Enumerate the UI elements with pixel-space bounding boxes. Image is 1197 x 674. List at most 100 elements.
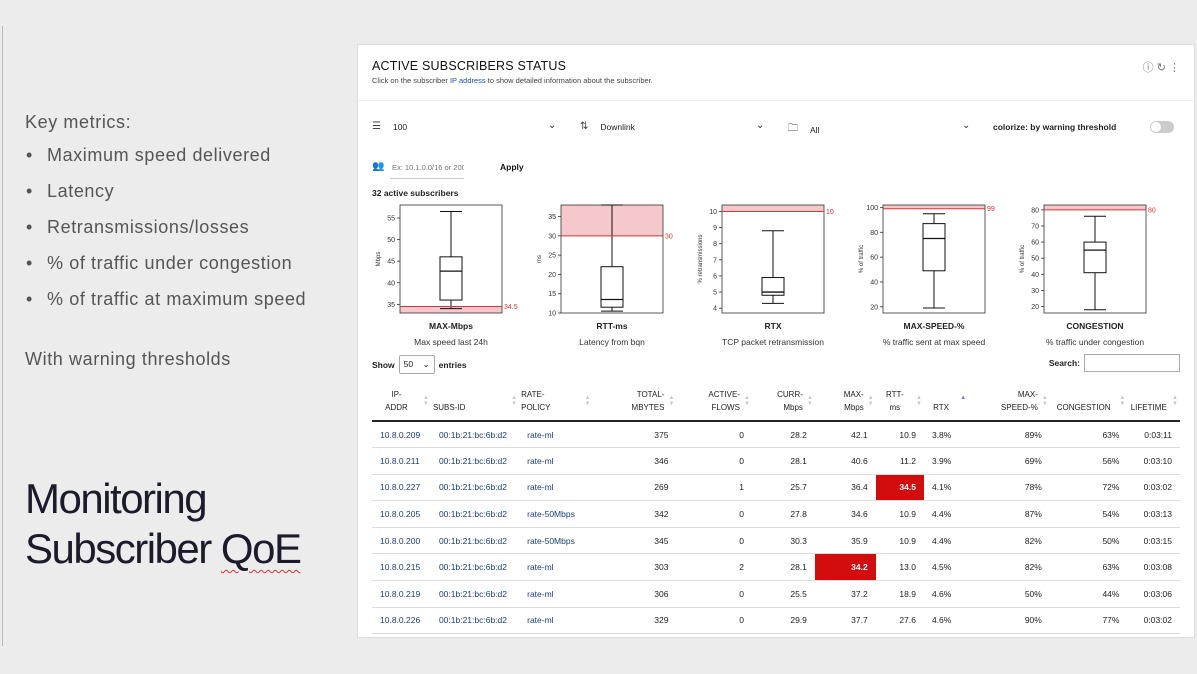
sort-arrows-icon: ⇅ [580, 121, 589, 132]
y-tick-label: 50 [387, 237, 395, 244]
limit-value: 100 [392, 121, 408, 132]
iqr-box [922, 223, 946, 272]
column-header[interactable]: CURR- Mbps ▲ ▼ [751, 381, 815, 422]
rate-policy-link[interactable]: rate-50Mbps [519, 500, 593, 528]
table-cell: 89% [968, 421, 1050, 449]
column-header[interactable]: TOTAL- MBYTES ▲ ▼ [592, 381, 677, 422]
subs-id-link[interactable]: 00:1b:21:bc:6b:d2 [430, 527, 520, 555]
table-row: 10.8.0.205 00:1b:21:bc:6b:d2 rate-50Mbps 34… [372, 500, 1180, 528]
rate-policy-link[interactable]: rate-ml [519, 580, 593, 608]
column-header-line1: MAX- [1017, 389, 1038, 399]
sort-icon: ▲ ▼ [668, 394, 675, 407]
subs-id-link[interactable]: 00:1b:21:bc:6b:d2 [430, 580, 520, 608]
show-entries: Show 50 ⌄ entries [372, 355, 467, 374]
more-vert-icon[interactable]: ⋮ [1169, 62, 1180, 74]
toolbar: ☰ 100 ⌄ ⇅ Downlink ⌄ 🗀 All ⌄ colorize: b… [358, 101, 1194, 149]
chevron-down-icon[interactable]: ⌄ [756, 120, 765, 131]
y-axis-label: % of traffic [859, 245, 865, 273]
column-header[interactable]: ACTIVE- FLOWS ▲ ▼ [676, 381, 752, 422]
table-cell: 34.2 [814, 553, 876, 582]
column-header[interactable]: LIFETIME ▲ ▼ [1127, 381, 1180, 422]
panel-subtitle: Click on the subscriber IP address to sh… [372, 76, 1194, 85]
rate-policy-link[interactable]: rate-50Mbps [519, 527, 593, 555]
y-tick-label: 80 [1031, 207, 1039, 214]
people-icon: 👥 [372, 161, 385, 172]
ip-address-link[interactable]: 10.8.0.215 [372, 553, 431, 582]
apply-button[interactable]: Apply [500, 162, 524, 172]
sort-icon: ▲ ▼ [422, 394, 429, 407]
chevron-down-icon[interactable]: ⌄ [548, 120, 557, 131]
table-cell: 34.5 [875, 474, 924, 502]
help-icon[interactable]: ⓘ [1142, 62, 1154, 74]
table-header-row: IP- ADDR ▲ ▼ SUBS-ID ▲ ▼ RATE- POLICY ▲ ▼ TOTAL- MBY… [372, 381, 1180, 422]
threshold-label: 99 [987, 206, 995, 213]
y-tick-label: 45 [387, 259, 395, 266]
ip-address-link[interactable]: 10.8.0.226 [372, 607, 431, 635]
subs-id-link[interactable]: 00:1b:21:bc:6b:d2 [430, 553, 520, 582]
metric-bullet: Retransmissions/losses [25, 215, 345, 251]
rate-policy-link[interactable]: rate-ml [519, 553, 593, 582]
table-cell: 4.1% [923, 474, 969, 502]
y-tick-label: 7 [713, 257, 717, 264]
subs-id-link[interactable]: 00:1b:21:bc:6b:d2 [430, 447, 520, 475]
column-header-line1: TOTAL- [636, 389, 665, 399]
subs-id-link[interactable]: 00:1b:21:bc:6b:d2 [430, 421, 520, 449]
column-header[interactable]: RATE- POLICY ▲ ▼ [519, 381, 593, 422]
table-cell: 329 [592, 607, 677, 635]
subs-id-link[interactable]: 00:1b:21:bc:6b:d2 [430, 474, 520, 502]
subtitle-link[interactable]: IP address [449, 76, 486, 85]
column-header[interactable]: IP- ADDR ▲ ▼ [372, 381, 431, 422]
iqr-box [1083, 241, 1107, 274]
rate-policy-link[interactable]: rate-ml [519, 607, 593, 635]
slide-title: Monitoring Subscriber QoE [25, 474, 302, 574]
box-charts: 35 40 45 50 55 Mbps 34.5 MAX-Mbps Max speed last… [358, 197, 1194, 357]
ip-address-link[interactable]: 10.8.0.200 [372, 527, 431, 555]
entries-select[interactable]: 50 ⌄ [398, 355, 435, 374]
table-cell: 346 [592, 447, 677, 475]
chevron-down-icon[interactable]: ⌄ [962, 120, 971, 131]
rate-policy-link[interactable]: rate-ml [519, 447, 593, 475]
column-header[interactable]: SUBS-ID ▲ ▼ [430, 381, 520, 422]
subs-id-link[interactable]: 00:1b:21:bc:6b:d2 [430, 607, 520, 635]
slide-title-subscriber: Subscriber [25, 525, 221, 572]
column-header-line2: SPEED-% [1000, 402, 1038, 412]
subs-id-link[interactable]: 00:1b:21:bc:6b:d2 [430, 500, 520, 528]
search-input[interactable] [1084, 354, 1180, 372]
column-header[interactable]: MAX- SPEED-% ▲ ▼ [968, 381, 1050, 422]
table-cell: 0:03:10 [1127, 447, 1180, 475]
table-cell: 0:03:11 [1127, 421, 1180, 449]
y-tick-label: 30 [548, 233, 556, 240]
column-header-line2: FLOWS [711, 402, 740, 412]
rate-policy-link[interactable]: rate-ml [519, 474, 593, 502]
column-header-line2: CONGESTION [1056, 402, 1111, 412]
y-tick-label: 100 [866, 205, 878, 212]
y-tick-label: 8 [713, 241, 717, 248]
table-cell: 28.2 [751, 421, 815, 449]
folder-value: All [810, 124, 820, 135]
column-header[interactable]: RTX ▲ [923, 381, 969, 422]
slide-title-qoe: QoE [220, 525, 302, 572]
column-header[interactable]: CONGESTION ▲ ▼ [1049, 381, 1128, 422]
ip-address-link[interactable]: 10.8.0.219 [372, 580, 431, 608]
table-cell: 0 [676, 500, 752, 528]
ip-address-link[interactable]: 10.8.0.211 [372, 447, 431, 475]
colorize-toggle[interactable] [1150, 121, 1174, 133]
slide-text: Key metrics: Maximum speed delivered Lat… [25, 112, 345, 370]
limit-select[interactable]: ☰ 100 [372, 121, 407, 132]
ip-address-link[interactable]: 10.8.0.209 [372, 421, 431, 449]
column-header[interactable]: RTT-ms ▲ ▼ [875, 381, 924, 422]
table-cell: 35.9 [814, 527, 876, 555]
chevron-down-icon: ⌄ [422, 359, 430, 369]
y-tick-label: 60 [870, 255, 878, 262]
folder-select[interactable]: 🗀 All [788, 121, 819, 138]
rate-policy-link[interactable]: rate-ml [519, 421, 593, 449]
refresh-icon[interactable]: ↻ [1156, 62, 1166, 74]
sort-icon: ▲ ▼ [867, 394, 874, 407]
table-cell: 4.4% [923, 527, 969, 555]
direction-select[interactable]: ⇅ Downlink [580, 121, 635, 132]
panel-title: ACTIVE SUBSCRIBERS STATUS [372, 59, 567, 73]
column-header[interactable]: MAX- Mbps ▲ ▼ [814, 381, 876, 422]
ip-address-link[interactable]: 10.8.0.227 [372, 474, 431, 502]
ip-address-link[interactable]: 10.8.0.205 [372, 500, 431, 528]
ip-filter-input[interactable] [390, 157, 464, 179]
